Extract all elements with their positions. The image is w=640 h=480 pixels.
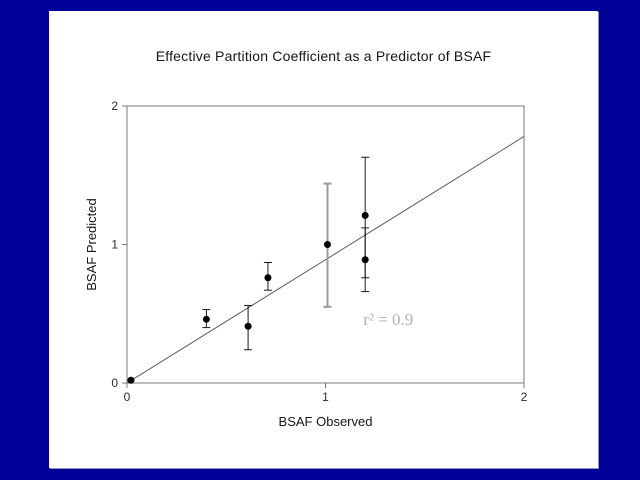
r-squared-annotation: r² = 0.9 xyxy=(363,310,413,329)
scatter-chart: 0 1 2 0 1 2 r² = 0.9 BSAF Observed BSAF Predicte… xyxy=(84,99,528,429)
y-tick-label: 0 xyxy=(111,376,118,390)
x-tick-label: 2 xyxy=(521,390,528,404)
x-tick-label: 1 xyxy=(322,390,329,404)
data-point xyxy=(361,211,369,219)
x-tick-label: 0 xyxy=(124,390,131,404)
data-point xyxy=(244,322,252,330)
data-point xyxy=(264,274,272,282)
data-point xyxy=(127,376,135,384)
data-point xyxy=(323,241,331,248)
y-tick-label: 2 xyxy=(111,99,118,113)
y-axis-label: BSAF Predicted xyxy=(84,198,99,291)
trend-line xyxy=(126,136,525,384)
x-axis-label: BSAF Observed xyxy=(279,414,373,429)
slide-canvas: Effective Partition Coefficient as a Pre… xyxy=(49,11,598,468)
data-point xyxy=(202,315,210,323)
data-point xyxy=(361,256,369,264)
y-tick-label: 1 xyxy=(111,238,118,252)
chart-title: Effective Partition Coefficient as a Pre… xyxy=(155,48,492,64)
